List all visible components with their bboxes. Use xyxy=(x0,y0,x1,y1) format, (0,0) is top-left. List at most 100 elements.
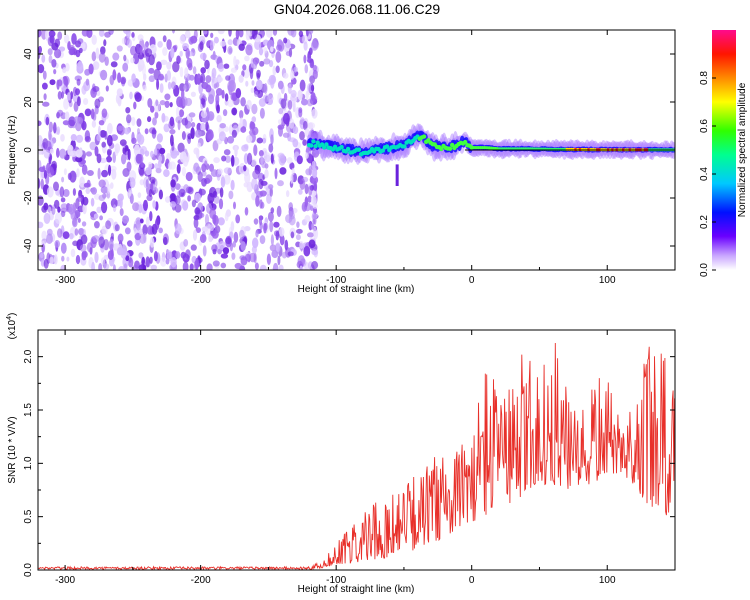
noise-blob xyxy=(218,240,226,251)
noise-blob xyxy=(252,126,259,136)
noise-blob xyxy=(98,194,106,202)
ridge-peak xyxy=(309,143,314,148)
noise-blob xyxy=(287,251,294,257)
noise-blob xyxy=(308,185,313,196)
noise-blob xyxy=(239,110,244,119)
noise-blob xyxy=(54,199,60,209)
noise-blob xyxy=(166,39,172,50)
colorbar-tick-label: 0.0 xyxy=(699,263,710,277)
noise-blob xyxy=(245,80,249,87)
noise-blob xyxy=(137,128,140,135)
noise-blob xyxy=(85,151,92,157)
noise-blob xyxy=(304,183,309,195)
noise-blob xyxy=(185,47,190,60)
noise-blob xyxy=(54,212,63,224)
noise-blob xyxy=(131,137,137,145)
noise-blob xyxy=(118,266,125,270)
noise-blob xyxy=(292,126,299,135)
noise-blob xyxy=(259,264,267,270)
noise-blob xyxy=(205,121,209,132)
noise-blob xyxy=(166,70,172,81)
noise-blob xyxy=(211,229,219,239)
noise-blob xyxy=(70,248,76,258)
noise-blob xyxy=(152,200,157,209)
noise-blob xyxy=(119,139,127,147)
noise-blob xyxy=(203,30,208,35)
ridge-peak xyxy=(315,140,320,145)
noise-blob xyxy=(38,177,41,190)
noise-blob xyxy=(140,146,148,155)
noise-blob xyxy=(164,93,171,101)
noise-blob xyxy=(251,245,257,254)
noise-blob xyxy=(162,35,167,43)
noise-blob xyxy=(137,153,144,164)
noise-blob xyxy=(144,128,149,135)
noise-blob xyxy=(201,170,207,177)
noise-blob xyxy=(252,170,260,180)
noise-blob xyxy=(43,170,48,179)
ridge-peak xyxy=(339,144,344,150)
noise-blob xyxy=(56,147,60,158)
noise-blob xyxy=(220,253,229,259)
noise-blob xyxy=(303,41,308,51)
noise-blob xyxy=(138,204,143,214)
noise-blob xyxy=(200,75,204,84)
noise-blob xyxy=(278,264,284,270)
noise-blob xyxy=(150,150,154,158)
noise-blob xyxy=(308,30,314,35)
noise-blob xyxy=(312,168,317,178)
noise-blob xyxy=(56,126,61,135)
noise-blob xyxy=(150,105,155,113)
noise-blob xyxy=(41,54,46,63)
noise-blob xyxy=(139,167,145,177)
noise-blob xyxy=(81,30,89,37)
noise-blob xyxy=(270,77,275,89)
snr-series-line xyxy=(38,342,675,570)
noise-blob xyxy=(290,89,297,98)
noise-blob xyxy=(184,30,191,39)
noise-blob xyxy=(104,130,108,140)
noise-blob xyxy=(249,252,257,263)
noise-blob xyxy=(98,120,105,126)
snr-scale-label: (x104) xyxy=(6,313,18,340)
noise-blob xyxy=(70,134,77,141)
noise-blob xyxy=(49,35,55,44)
noise-blob xyxy=(153,251,158,262)
noise-blob xyxy=(215,88,223,96)
noise-blob xyxy=(77,96,81,107)
noise-blob xyxy=(242,64,247,71)
noise-blob xyxy=(275,65,280,74)
noise-blob xyxy=(39,252,44,259)
noise-blob xyxy=(170,150,178,159)
noise-blob xyxy=(184,67,189,78)
noise-blob xyxy=(92,86,100,92)
noise-blob xyxy=(148,189,153,197)
noise-blob xyxy=(253,144,258,156)
noise-blob xyxy=(251,103,258,115)
noise-blob xyxy=(184,97,193,107)
noise-blob xyxy=(221,155,227,162)
noise-blob xyxy=(211,244,218,252)
noise-blob xyxy=(200,122,206,132)
noise-blob xyxy=(152,117,157,126)
noise-blob xyxy=(290,231,295,239)
ridge-peak xyxy=(463,139,468,145)
noise-blob xyxy=(84,108,92,117)
noise-blob xyxy=(194,207,201,215)
noise-blob xyxy=(239,229,245,240)
noise-blob xyxy=(181,117,189,126)
noise-blob xyxy=(163,236,168,246)
noise-blob xyxy=(112,204,117,212)
noise-blob xyxy=(106,134,113,147)
noise-blob xyxy=(259,199,263,209)
noise-blob xyxy=(63,34,70,44)
noise-blob xyxy=(139,45,143,56)
noise-blob xyxy=(213,36,219,44)
noise-blob xyxy=(135,219,141,231)
noise-blob xyxy=(167,161,173,170)
noise-blob xyxy=(75,134,84,143)
noise-blob xyxy=(153,187,158,194)
noise-blob xyxy=(157,159,162,169)
noise-blob xyxy=(204,213,210,226)
noise-blob xyxy=(223,174,231,185)
